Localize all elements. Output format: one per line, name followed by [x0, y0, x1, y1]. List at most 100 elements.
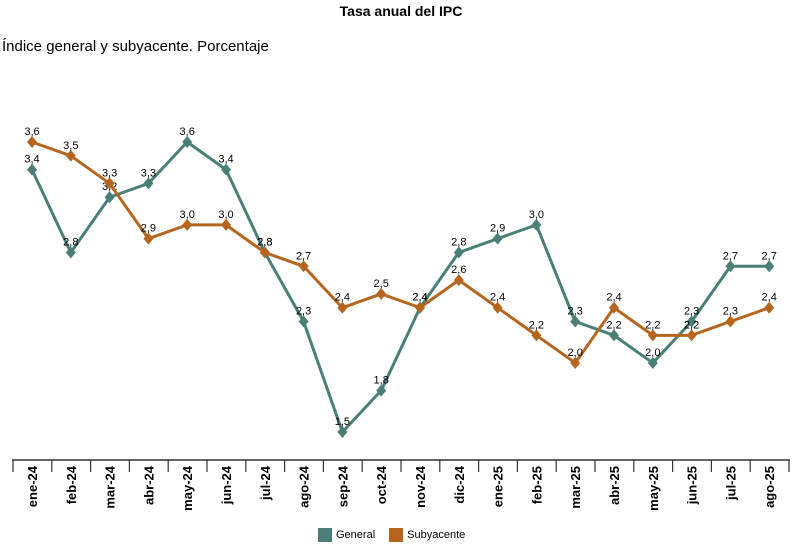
data-label: 2,7 — [296, 250, 311, 262]
data-point — [27, 163, 37, 176]
legend-label-general: General — [336, 529, 376, 541]
data-point — [725, 315, 736, 328]
x-tick-label: ago-24 — [297, 465, 312, 508]
legend-swatch-subyacente — [389, 528, 404, 542]
series-line-subyacente — [31, 140, 770, 365]
data-label: 2,2 — [529, 319, 544, 331]
data-label: 2,2 — [645, 319, 660, 331]
data-label: 1,8 — [374, 375, 389, 387]
data-point — [453, 246, 464, 259]
x-tick-label: feb-24 — [64, 465, 79, 504]
data-point — [376, 287, 387, 300]
data-label: 2,2 — [606, 319, 621, 331]
data-label: 2,4 — [762, 292, 777, 304]
data-label: 2,9 — [141, 223, 156, 235]
data-point — [531, 329, 542, 342]
data-point — [259, 246, 270, 259]
data-point — [531, 218, 542, 231]
data-point — [376, 384, 387, 397]
data-point — [686, 315, 697, 328]
data-point — [453, 274, 464, 287]
legend-item-subyacente[interactable]: Subyacente — [389, 528, 465, 542]
data-label: 2,4 — [412, 292, 427, 304]
data-point — [221, 163, 231, 176]
x-tick-label: may-24 — [180, 465, 195, 511]
data-label: 3,0 — [218, 209, 233, 221]
legend-swatch-general — [318, 528, 332, 542]
chart-title: Tasa anual del IPC — [339, 3, 463, 19]
data-point — [182, 218, 193, 231]
data-label: 3,4 — [24, 154, 39, 166]
data-label: 2,8 — [63, 236, 78, 248]
data-label: 3,6 — [24, 126, 39, 138]
data-label: 2,3 — [296, 306, 311, 318]
data-label: 3,5 — [63, 140, 78, 152]
data-point — [27, 136, 37, 148]
data-label: 2,0 — [645, 347, 660, 359]
data-point — [104, 191, 115, 204]
x-tick-label: jul-25 — [723, 466, 738, 501]
data-label: 3,3 — [102, 167, 117, 179]
data-point — [337, 426, 348, 438]
x-tick-label: mar-24 — [103, 465, 118, 508]
data-point — [609, 329, 619, 342]
data-point — [570, 315, 581, 328]
data-label: 2,5 — [374, 278, 389, 290]
data-point — [492, 232, 503, 245]
x-tick-label: abr-25 — [607, 466, 622, 505]
data-point — [182, 136, 193, 148]
data-point — [686, 329, 697, 342]
data-label: 2,3 — [568, 306, 583, 318]
chart-subtitle: Índice general y subyacente. Porcentaje — [2, 38, 269, 55]
data-point — [415, 301, 425, 314]
data-label: 3,0 — [529, 209, 544, 221]
x-tick-label: jun-25 — [685, 466, 700, 505]
x-tick-label: may-25 — [646, 466, 661, 511]
data-label: 3,4 — [218, 154, 233, 166]
data-point — [65, 149, 76, 162]
data-point — [143, 177, 154, 190]
data-point — [570, 356, 581, 369]
data-point — [647, 356, 658, 369]
data-label: 2,0 — [568, 347, 583, 359]
data-label: 2,4 — [606, 292, 621, 304]
data-label: 2,7 — [762, 250, 777, 262]
data-label: 2,4 — [412, 292, 427, 304]
x-tick-label: dic-24 — [452, 465, 467, 503]
data-label: 2,6 — [451, 264, 466, 276]
data-label: 3,0 — [180, 209, 195, 221]
data-label: 3,3 — [141, 167, 156, 179]
x-tick-label: ene-25 — [491, 466, 506, 507]
x-tick-label: nov-24 — [413, 465, 428, 508]
data-point — [492, 301, 503, 314]
data-point — [298, 315, 309, 328]
x-tick-label: ago-25 — [762, 466, 777, 508]
x-tick-label: oct-24 — [374, 465, 389, 504]
data-point — [647, 329, 658, 342]
legend-item-general[interactable]: General — [318, 528, 375, 542]
data-label: 2,3 — [723, 306, 738, 318]
series-line-general — [30, 140, 770, 434]
data-point — [298, 260, 309, 273]
data-point — [725, 260, 736, 273]
data-point — [65, 246, 76, 259]
data-label: 2,7 — [723, 250, 738, 262]
data-label: 1,5 — [335, 416, 350, 428]
x-tick-label: mar-25 — [568, 466, 583, 509]
data-label: 2,9 — [490, 223, 505, 235]
data-label: 2,8 — [451, 236, 466, 248]
data-point — [143, 232, 154, 245]
data-point — [221, 218, 231, 231]
data-point — [764, 260, 775, 273]
data-point — [764, 301, 775, 314]
data-label: 2,2 — [684, 319, 699, 331]
data-label: 2,3 — [684, 306, 699, 318]
legend: General Subyacente — [318, 528, 465, 542]
legend-label-subyacente: Subyacente — [407, 529, 466, 541]
x-tick-label: sep-24 — [335, 465, 350, 507]
data-label: 2,8 — [257, 236, 272, 248]
data-point — [609, 301, 619, 314]
data-label: 2,4 — [490, 292, 505, 304]
data-point — [337, 301, 348, 314]
